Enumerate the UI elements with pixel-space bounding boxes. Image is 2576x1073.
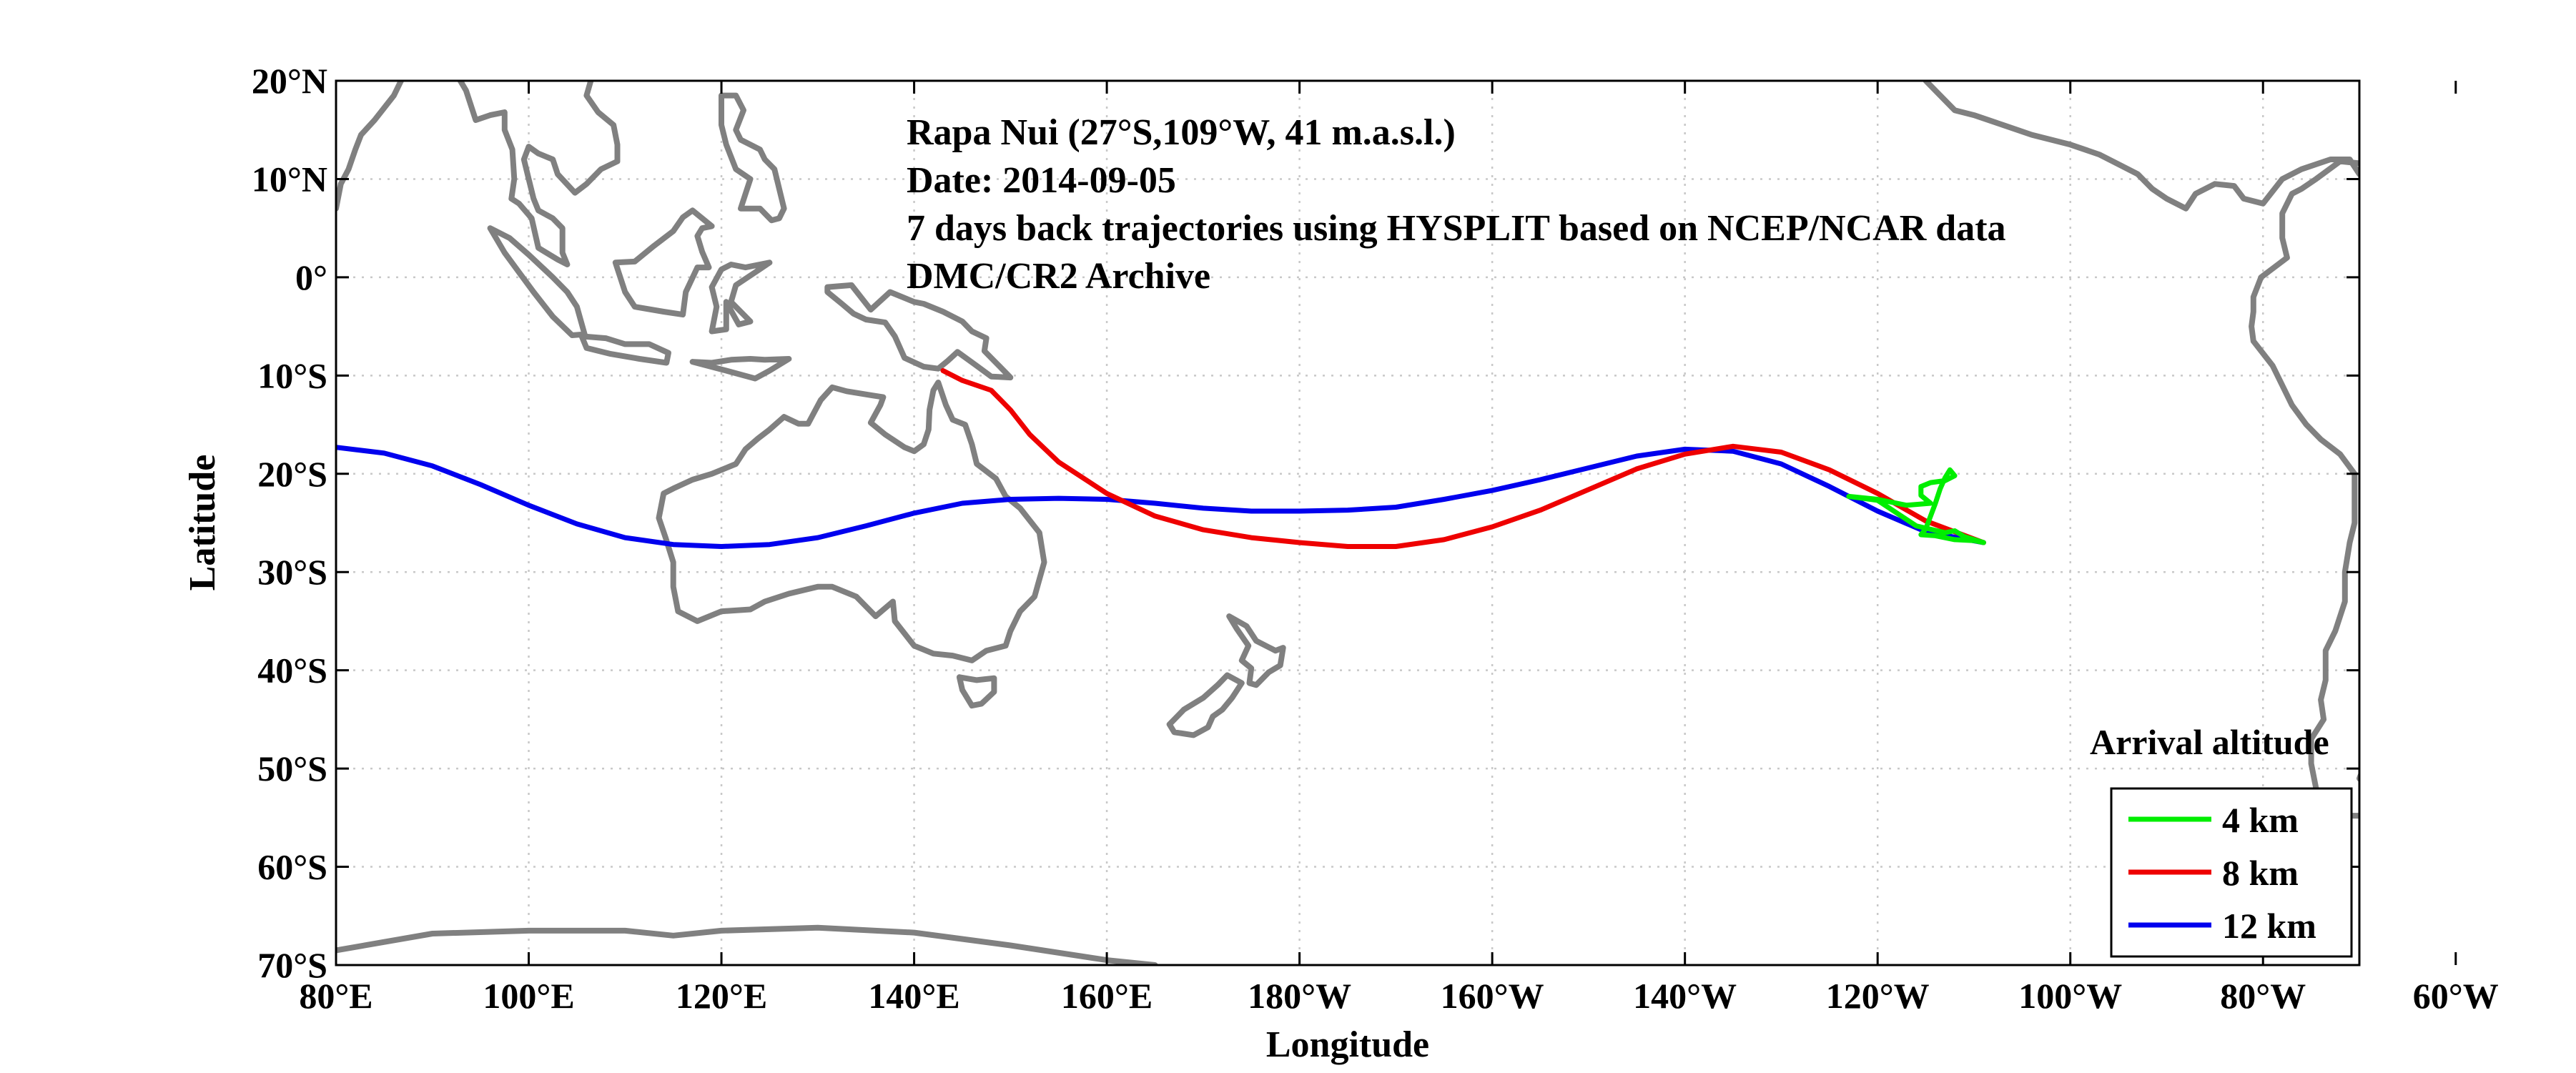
coastline-segment [824, 282, 1014, 381]
annotation-archive: DMC/CR2 Archive [907, 256, 1210, 297]
y-tick-label: 0° [295, 257, 327, 297]
y-tick-label: 30°S [257, 552, 327, 592]
y-tick-label: 20°S [257, 454, 327, 494]
coastline-segment [1923, 81, 2359, 212]
x-axis-title: Longitude [1266, 1024, 1429, 1065]
coastline-segment [1226, 613, 1286, 688]
x-tick-label: 100°W [2018, 976, 2122, 1016]
x-tick-label: 120°W [1826, 976, 1930, 1016]
coastline-segment [689, 356, 792, 382]
x-tick-label: 80°W [2220, 976, 2306, 1016]
y-axis-title: Latitude [182, 455, 223, 591]
coastline-segment [336, 81, 621, 267]
x-tick-label: 160°W [1441, 976, 1544, 1016]
coastline-segment [709, 259, 773, 335]
annotation-site: Rapa Nui (27°S,109°W, 41 m.a.s.l.) [907, 112, 1456, 153]
annotation-block: Rapa Nui (27°S,109°W, 41 m.a.s.l.) Date:… [907, 112, 2006, 297]
coastline-segment [578, 333, 671, 366]
legend: Arrival altitude 4 km 8 km 12 km [2090, 722, 2353, 958]
legend-label-4km: 4 km [2222, 800, 2299, 840]
x-tick-label: 180°W [1248, 976, 1351, 1016]
x-tick-label: 80°E [299, 976, 372, 1016]
x-tick-label: 140°W [1633, 976, 1737, 1016]
coastline-segment [612, 207, 715, 318]
legend-title: Arrival altitude [2090, 722, 2329, 762]
y-tick-label: 20°N [252, 61, 327, 101]
x-tick-label: 120°E [676, 976, 767, 1016]
coastline-segment [1166, 672, 1245, 738]
trajectory-8km [940, 368, 1986, 549]
axis-ticks: 80°E 100°E 120°E 140°E 160°E 180°W 160°W 140°W 1… [252, 61, 2499, 1016]
y-tick-label: 40°S [257, 651, 327, 691]
coastline-segment [336, 924, 1158, 965]
trajectory-lines [336, 368, 1986, 549]
coastline-segment [2249, 158, 2359, 819]
x-tick-label: 100°E [483, 976, 574, 1016]
trajectory-4km [1846, 467, 1986, 545]
gridlines [336, 81, 2359, 965]
y-tick-label: 70°S [257, 945, 327, 985]
y-tick-label: 10°N [252, 159, 327, 199]
y-tick-label: 60°S [257, 847, 327, 887]
annotation-method: 7 days back trajectories using HYSPLIT b… [907, 208, 2006, 249]
coastline-segment [719, 92, 787, 224]
annotation-date: Date: 2014-09-05 [907, 160, 1176, 201]
coastline-segment [956, 674, 997, 709]
x-tick-label: 140°E [868, 976, 959, 1016]
coastline-segment [656, 380, 1047, 663]
plot-frame [335, 79, 2361, 966]
coastline-map [336, 81, 2359, 965]
x-tick-label: 160°E [1061, 976, 1153, 1016]
y-tick-label: 10°S [257, 355, 327, 395]
y-tick-label: 50°S [257, 748, 327, 788]
legend-label-12km: 12 km [2222, 906, 2316, 946]
x-tick-label: 60°W [2413, 976, 2499, 1016]
legend-label-8km: 8 km [2222, 853, 2299, 893]
